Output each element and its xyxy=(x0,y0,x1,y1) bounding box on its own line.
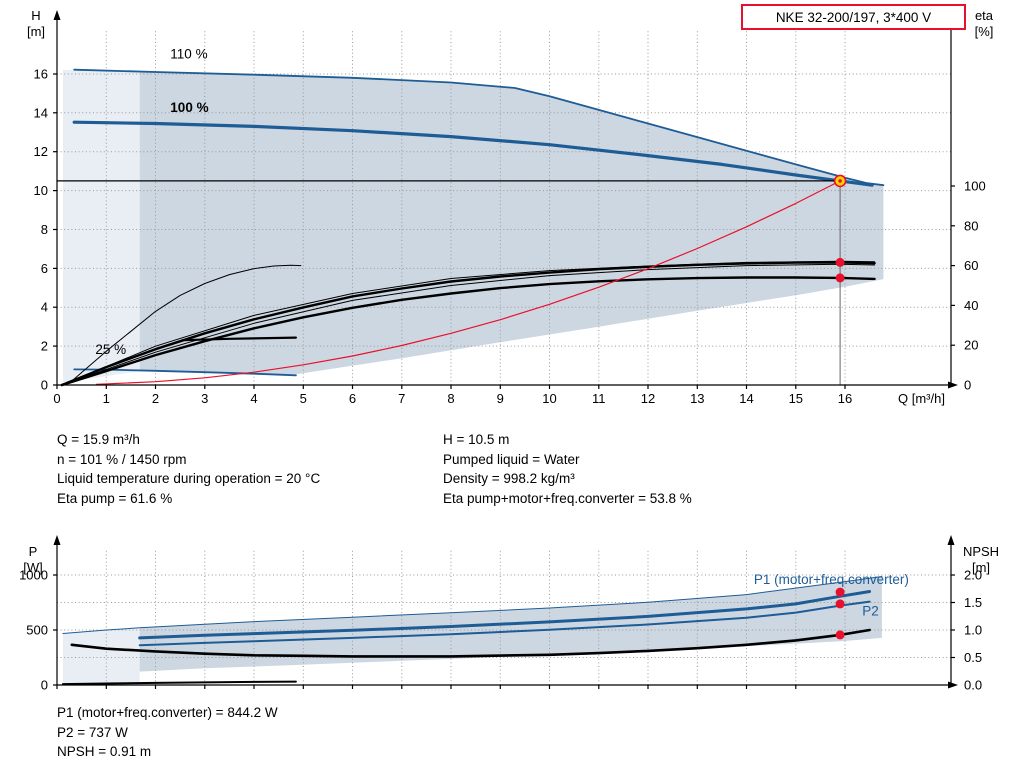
y-left-tick-label: 0 xyxy=(41,378,48,393)
info-line-npsh: NPSH = 0.91 m xyxy=(57,744,152,760)
y-left-tick-label: 0 xyxy=(41,678,48,693)
label-speed-25: 25 % xyxy=(95,342,126,357)
y-axis-right-unit-label: eta xyxy=(975,8,994,23)
duty-info-left-column: Q = 15.9 m³/h n = 101 % / 1450 rpm Liqui… xyxy=(57,430,320,508)
x-axis-unit-label: Q [m³/h] xyxy=(898,391,945,406)
y-left-tick-label: 500 xyxy=(26,623,48,638)
y-right-tick-label: 40 xyxy=(964,298,978,313)
info-line-head: H = 10.5 m xyxy=(443,432,510,447)
y-axis-left-unit-label: [m] xyxy=(27,24,45,39)
duty-point-center xyxy=(838,179,842,183)
info-line-temperature: Liquid temperature during operation = 20… xyxy=(57,471,321,487)
npsh-curve xyxy=(70,628,871,658)
label-p1-curve: P1 (motor+freq.converter) xyxy=(754,572,909,587)
x-tick-label: 5 xyxy=(300,391,307,406)
envelope-low-flow xyxy=(62,627,140,684)
x-tick-label: 4 xyxy=(250,391,257,406)
x-tick-label: 9 xyxy=(497,391,504,406)
y-right-tick-label: 0 xyxy=(964,378,971,393)
p-25-curve xyxy=(61,680,297,686)
y-right-tick-label: 20 xyxy=(964,338,978,353)
p1-point xyxy=(835,587,845,597)
x-tick-label: 15 xyxy=(789,391,803,406)
eta-thin-curve-a xyxy=(61,263,876,386)
y-left-tick-label: 1000 xyxy=(19,568,48,583)
y-axis-right-arrow xyxy=(947,535,955,545)
p2-point xyxy=(835,599,845,609)
x-tick-label: 0 xyxy=(53,391,60,406)
y-axis-right-unit-label: [%] xyxy=(975,24,994,39)
p1-envelope-top xyxy=(62,576,883,634)
y-left-tick-label: 14 xyxy=(34,105,48,120)
y-left-tick-label: 2 xyxy=(41,339,48,354)
npsh-point xyxy=(835,630,845,640)
x-tick-label: 11 xyxy=(592,391,606,406)
y-axis-right-unit-label: [m] xyxy=(972,560,990,575)
speed-110-curve xyxy=(73,68,885,187)
y-left-tick-label: 8 xyxy=(41,222,48,237)
label-speed-110: 110 % xyxy=(170,46,207,61)
eta-total-curve xyxy=(60,276,876,387)
p1-curve xyxy=(138,590,872,640)
x-tick-label: 16 xyxy=(838,391,852,406)
x-tick-label: 1 xyxy=(103,391,110,406)
x-tick-label: 13 xyxy=(690,391,704,406)
y-right-tick-label: 1.5 xyxy=(964,595,982,610)
info-line-p1: P1 (motor+freq.converter) = 844.2 W xyxy=(57,705,278,720)
eta-25-curve xyxy=(71,264,302,382)
y-left-tick-label: 12 xyxy=(34,144,48,159)
pump-title: NKE 32-200/197, 3*400 V xyxy=(775,9,932,25)
x-tick-label: 8 xyxy=(447,391,454,406)
info-line-p2: P2 = 737 W xyxy=(57,724,128,740)
p2-curve xyxy=(138,600,871,647)
y-left-tick-label: 4 xyxy=(41,300,48,315)
y-left-tick-label: 10 xyxy=(34,183,48,198)
x-tick-label: 7 xyxy=(398,391,405,406)
y-left-tick-label: 16 xyxy=(34,67,48,82)
info-line-flow: Q = 15.9 m³/h xyxy=(57,432,140,447)
info-line-eta-pump: Eta pump = 61.6 % xyxy=(57,490,173,506)
y-right-tick-label: 0.5 xyxy=(964,650,982,665)
eta-pump-curve xyxy=(60,261,876,387)
y-right-tick-label: 0.0 xyxy=(964,678,982,693)
info-line-speed: n = 101 % / 1450 rpm xyxy=(57,451,187,467)
y-left-tick-label: 6 xyxy=(41,261,48,276)
y-axis-left-unit-label: P xyxy=(29,544,38,559)
pump-title-box: NKE 32-200/197, 3*400 V xyxy=(741,4,966,30)
label-p2-curve: P2 xyxy=(862,604,879,619)
power-info-panel: P1 (motor+freq.converter) = 844.2 W P2 =… xyxy=(57,703,278,762)
y-right-tick-label: 1.0 xyxy=(964,623,982,638)
y-axis-left-arrow xyxy=(53,535,61,545)
y-right-tick-label: 100 xyxy=(964,179,986,194)
qh-eta-chart[interactable]: 0 1 2 3 4 5 6 7 8 9 10 11 12 13 14 15 16 Q [m³/h]02468101… xyxy=(0,0,1024,425)
label-speed-100: 100 % xyxy=(170,100,208,115)
y-axis-left-unit-label: H xyxy=(31,8,40,23)
y-axis-right-unit-label: NPSH xyxy=(963,544,999,559)
operating-envelope xyxy=(139,72,884,375)
x-tick-label: 3 xyxy=(201,391,208,406)
y-axis-left-unit-label: [W] xyxy=(23,560,43,575)
speed-100-curve xyxy=(72,120,874,187)
power-npsh-chart[interactable]: 0 500 1000 0.0 0.5 1.0 1.5 2.0 P[W] NPSH[m] P1 (mo… xyxy=(0,520,1024,781)
info-line-density: Density = 998.2 kg/m³ xyxy=(443,471,575,487)
x-tick-label: 12 xyxy=(641,391,655,406)
x-tick-label: 6 xyxy=(349,391,356,406)
x-tick-label: 14 xyxy=(739,391,753,406)
y-right-tick-label: 2.0 xyxy=(964,568,982,583)
duty-info-right-column: H = 10.5 m Pumped liquid = Water Density… xyxy=(443,430,692,508)
y-right-tick-label: 60 xyxy=(964,258,978,273)
affinity-parabola xyxy=(95,180,841,385)
y-axis-left-arrow xyxy=(53,10,61,20)
eta-total-point xyxy=(835,273,845,283)
x-tick-label: 10 xyxy=(542,391,556,406)
eta-thin-curve-b xyxy=(61,260,876,386)
info-line-eta-total: Eta pump+motor+freq.converter = 53.8 % xyxy=(443,490,692,506)
info-line-liquid: Pumped liquid = Water xyxy=(443,451,580,467)
y-right-tick-label: 80 xyxy=(964,218,978,233)
envelope-low-flow xyxy=(62,69,140,383)
eta-pump-point xyxy=(835,257,845,267)
x-tick-label: 2 xyxy=(152,391,159,406)
